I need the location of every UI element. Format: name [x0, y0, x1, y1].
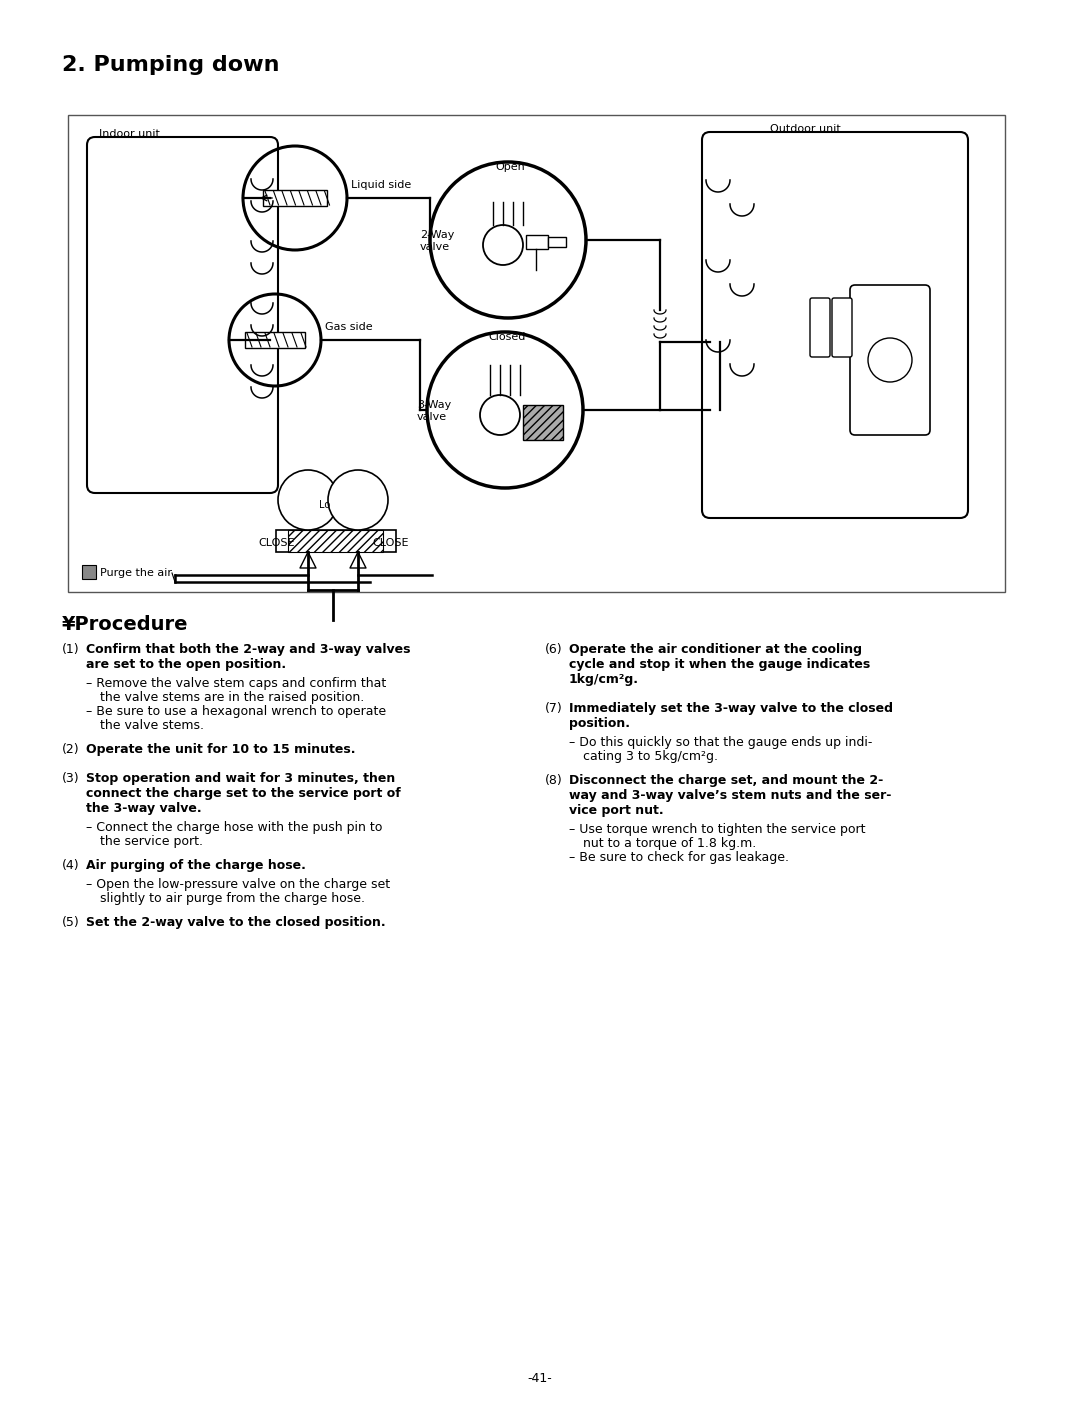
- Text: Indoor unit: Indoor unit: [99, 129, 160, 139]
- Text: ¥Procedure: ¥Procedure: [62, 615, 189, 634]
- Text: CLOSE: CLOSE: [372, 538, 408, 548]
- Text: Disconnect the charge set, and mount the 2-: Disconnect the charge set, and mount the…: [569, 774, 883, 787]
- Text: Operate the air conditioner at the cooling: Operate the air conditioner at the cooli…: [569, 643, 862, 656]
- Text: (8): (8): [545, 774, 563, 787]
- Text: 2-Way
valve: 2-Way valve: [420, 230, 455, 251]
- FancyBboxPatch shape: [87, 138, 278, 493]
- Bar: [523, 405, 563, 440]
- Text: the 3-way valve.: the 3-way valve.: [86, 802, 202, 815]
- Text: Purge the air: Purge the air: [100, 568, 172, 577]
- Text: Closed: Closed: [488, 332, 526, 341]
- Text: CLOSE: CLOSE: [258, 538, 295, 548]
- Text: – Be sure to use a hexagonal wrench to operate: – Be sure to use a hexagonal wrench to o…: [86, 705, 387, 718]
- Text: way and 3-way valve’s stem nuts and the ser-: way and 3-way valve’s stem nuts and the …: [569, 790, 891, 802]
- FancyBboxPatch shape: [832, 298, 852, 357]
- Text: (5): (5): [62, 916, 80, 929]
- Text: slightly to air purge from the charge hose.: slightly to air purge from the charge ho…: [100, 892, 365, 905]
- Text: nut to a torque of 1.8 kg.m.: nut to a torque of 1.8 kg.m.: [583, 837, 756, 850]
- Bar: [548, 237, 566, 247]
- Text: – Open the low-pressure valve on the charge set: – Open the low-pressure valve on the cha…: [86, 878, 390, 891]
- Text: the valve stems.: the valve stems.: [100, 719, 204, 732]
- Text: 2. Pumping down: 2. Pumping down: [62, 55, 280, 74]
- Text: – Connect the charge hose with the push pin to: – Connect the charge hose with the push …: [86, 821, 382, 835]
- Text: – Use torque wrench to tighten the service port: – Use torque wrench to tighten the servi…: [569, 823, 865, 836]
- Text: Air purging of the charge hose.: Air purging of the charge hose.: [86, 858, 306, 873]
- Text: Lo: Lo: [320, 500, 330, 510]
- Text: -41-: -41-: [528, 1373, 552, 1385]
- Circle shape: [278, 471, 338, 530]
- Text: (3): (3): [62, 771, 80, 785]
- Bar: [264, 190, 327, 207]
- FancyBboxPatch shape: [850, 285, 930, 436]
- Text: are set to the open position.: are set to the open position.: [86, 658, 286, 672]
- Text: Confirm that both the 2-way and 3-way valves: Confirm that both the 2-way and 3-way va…: [86, 643, 410, 656]
- Text: Outdoor unit: Outdoor unit: [770, 124, 840, 133]
- Circle shape: [328, 471, 388, 530]
- Bar: [288, 530, 383, 552]
- Text: – Remove the valve stem caps and confirm that: – Remove the valve stem caps and confirm…: [86, 677, 387, 690]
- Text: (1): (1): [62, 643, 80, 656]
- FancyBboxPatch shape: [702, 132, 968, 518]
- Text: cating 3 to 5kg/cm²g.: cating 3 to 5kg/cm²g.: [583, 750, 718, 763]
- Text: vice port nut.: vice port nut.: [569, 804, 663, 816]
- Bar: [82, 565, 96, 579]
- Text: cycle and stop it when the gauge indicates: cycle and stop it when the gauge indicat…: [569, 658, 870, 672]
- Bar: [245, 332, 305, 348]
- Text: (2): (2): [62, 743, 80, 756]
- Text: (4): (4): [62, 858, 80, 873]
- Text: Set the 2-way valve to the closed position.: Set the 2-way valve to the closed positi…: [86, 916, 386, 929]
- Text: 1kg/cm²g.: 1kg/cm²g.: [569, 673, 639, 686]
- Text: connect the charge set to the service port of: connect the charge set to the service po…: [86, 787, 401, 799]
- FancyBboxPatch shape: [810, 298, 831, 357]
- Text: (7): (7): [545, 702, 563, 715]
- Bar: [526, 235, 548, 249]
- Text: Operate the unit for 10 to 15 minutes.: Operate the unit for 10 to 15 minutes.: [86, 743, 355, 756]
- Text: (6): (6): [545, 643, 563, 656]
- Bar: [276, 530, 396, 552]
- Bar: [68, 115, 1005, 592]
- Text: the service port.: the service port.: [100, 835, 203, 849]
- Text: Stop operation and wait for 3 minutes, then: Stop operation and wait for 3 minutes, t…: [86, 771, 395, 785]
- Text: Gas side: Gas side: [325, 322, 373, 332]
- Text: – Be sure to check for gas leakage.: – Be sure to check for gas leakage.: [569, 851, 789, 864]
- Text: position.: position.: [569, 717, 630, 731]
- Text: Liquid side: Liquid side: [351, 180, 411, 190]
- Text: 3-Way
valve: 3-Way valve: [417, 400, 451, 422]
- Text: Immediately set the 3-way valve to the closed: Immediately set the 3-way valve to the c…: [569, 702, 893, 715]
- Text: – Do this quickly so that the gauge ends up indi-: – Do this quickly so that the gauge ends…: [569, 736, 873, 749]
- Text: Open: Open: [495, 162, 525, 171]
- Text: the valve stems are in the raised position.: the valve stems are in the raised positi…: [100, 691, 364, 704]
